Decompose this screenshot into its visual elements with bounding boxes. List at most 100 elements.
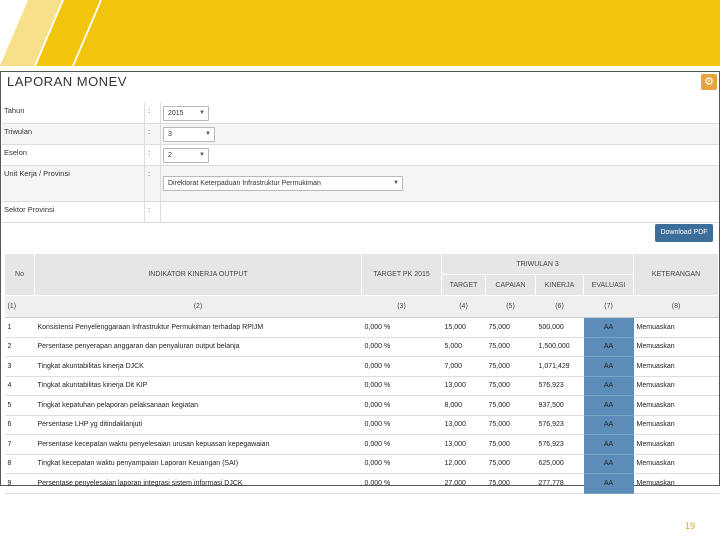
cell-keterangan: Memuaskan: [633, 473, 719, 494]
cell-evaluasi: AA: [583, 317, 634, 338]
tahun-select[interactable]: 2015 ▼: [163, 106, 209, 121]
cell-kinerja: 625,000: [535, 454, 584, 474]
cell-no: 1: [4, 317, 35, 338]
filter-row-eselon: Eselon : 2 ▼: [2, 145, 719, 166]
cell-evaluasi: AA: [583, 434, 634, 455]
cell-keterangan: Memuaskan: [633, 395, 719, 416]
index-cell: (2): [34, 295, 362, 318]
cell-indikator: Persentase kecepatan waktu penyelesaian …: [34, 434, 362, 455]
cell-keterangan: Memuaskan: [633, 454, 719, 474]
cell-kinerja: 576,923: [535, 415, 584, 435]
cell-indikator: Persentase LHP yg ditindaklanjuti: [34, 415, 362, 435]
cell-kinerja: 500,000: [535, 317, 584, 338]
cell-indikator: Tingkat kecepatan waktu penyampaian Lapo…: [34, 454, 362, 474]
filter-colon: :: [148, 106, 151, 115]
index-cell: (7): [583, 295, 634, 318]
cell-target: 12,000: [441, 454, 486, 474]
cell-target-pk: 0,000 %: [361, 415, 442, 435]
cell-target-pk: 0,000 %: [361, 454, 442, 474]
index-cell: (1): [4, 295, 35, 318]
table-row: 2 Persentase penyerapan anggaran dan peny…: [4, 337, 719, 357]
gear-icon[interactable]: ⚙: [701, 74, 717, 90]
cell-keterangan: Memuaskan: [633, 317, 719, 338]
cell-no: 6: [4, 415, 35, 435]
table-row: 3 Tingkat akuntabilitas kinerja DJCK 0,000…: [4, 356, 719, 377]
cell-evaluasi: AA: [583, 356, 634, 377]
header-keterangan: KETERANGAN: [633, 253, 720, 296]
unit-kerja-select[interactable]: Direktorat Keterpaduan Infrastruktur Per…: [163, 176, 403, 191]
filter-row-unit-kerja: Unit Kerja / Provinsi : Direktorat Keter…: [2, 166, 719, 202]
header-capaian: CAPAIAN: [485, 274, 536, 296]
cell-evaluasi: AA: [583, 376, 634, 396]
eselon-select[interactable]: 2 ▼: [163, 148, 209, 163]
chevron-down-icon: ▼: [393, 180, 399, 186]
table-row: 5 Tingkat kepatuhan pelaporan pelaksanaan…: [4, 395, 719, 416]
cell-keterangan: Memuaskan: [633, 415, 719, 435]
index-cell: (6): [535, 295, 584, 318]
cell-evaluasi: AA: [583, 337, 634, 357]
header-no: No: [4, 253, 35, 296]
cell-capaian: 75,000: [485, 317, 536, 338]
unit-kerja-select-value: Direktorat Keterpaduan Infrastruktur Per…: [168, 180, 321, 187]
table-row: 7 Persentase kecepatan waktu penyelesaian…: [4, 434, 719, 455]
index-cell: (3): [361, 295, 442, 318]
cell-no: 5: [4, 395, 35, 416]
slide-page-number: 19: [685, 521, 696, 531]
cell-kinerja: 937,500: [535, 395, 584, 416]
table-row: 9 Persentase penyelesaian laporan integra…: [4, 473, 719, 494]
table-row: 8 Tingkat kecepatan waktu penyampaian Lap…: [4, 454, 719, 474]
cell-evaluasi: AA: [583, 395, 634, 416]
filter-colon: :: [148, 205, 151, 214]
triwulan-select-value: 3: [168, 131, 172, 138]
filter-label: Unit Kerja / Provinsi: [4, 169, 70, 178]
cell-evaluasi: AA: [583, 454, 634, 474]
triwulan-select[interactable]: 3 ▼: [163, 127, 215, 142]
cell-target-pk: 0,000 %: [361, 376, 442, 396]
index-cell: (4): [441, 295, 486, 318]
header-kinerja: KINERJA: [535, 274, 584, 296]
table-row: 6 Persentase LHP yg ditindaklanjuti 0,000 …: [4, 415, 719, 435]
chevron-down-icon: ▼: [199, 152, 205, 158]
cell-target-pk: 0,000 %: [361, 434, 442, 455]
cell-target: 7,000: [441, 356, 486, 377]
filter-row-triwulan: Triwulan : 3 ▼: [2, 124, 719, 145]
cell-no: 8: [4, 454, 35, 474]
cell-capaian: 75,000: [485, 434, 536, 455]
cell-capaian: 75,000: [485, 415, 536, 435]
table-row: 1 Konsistensi Penyelenggaraan Infrastrukt…: [4, 317, 719, 338]
cell-keterangan: Memuaskan: [633, 337, 719, 357]
cell-capaian: 75,000: [485, 337, 536, 357]
filter-colon: :: [148, 169, 151, 178]
cell-capaian: 75,000: [485, 395, 536, 416]
app-window: LAPORAN MONEV ⚙ Tahun : 2015 ▼ Triwulan …: [0, 71, 720, 494]
cell-keterangan: Memuaskan: [633, 434, 719, 455]
cell-target: 5,000: [441, 337, 486, 357]
cell-kinerja: 1,500,000: [535, 337, 584, 357]
cell-target: 27,000: [441, 473, 486, 494]
chevron-down-icon: ▼: [205, 131, 211, 137]
cell-target-pk: 0,000 %: [361, 317, 442, 338]
cell-target-pk: 0,000 %: [361, 473, 442, 494]
header-target: TARGET: [441, 274, 486, 296]
cell-capaian: 75,000: [485, 376, 536, 396]
decorative-banner: [0, 0, 720, 66]
cell-target: 8,000: [441, 395, 486, 416]
chevron-down-icon: ▼: [199, 110, 205, 116]
header-evaluasi: EVALUASI: [582, 274, 635, 296]
cell-indikator: Konsistensi Penyelenggaraan Infrastruktu…: [34, 317, 362, 338]
index-cell: (8): [633, 295, 719, 318]
cell-capaian: 75,000: [485, 473, 536, 494]
filter-row-tahun: Tahun : 2015 ▼: [2, 103, 719, 124]
cell-no: 3: [4, 356, 35, 377]
cell-target-pk: 0,000 %: [361, 337, 442, 357]
header-target-pk: TARGET PK 2015: [361, 253, 442, 296]
cell-indikator: Persentase penyerapan anggaran dan penya…: [34, 337, 362, 357]
filter-form: Tahun : 2015 ▼ Triwulan : 3 ▼ Eselon : 2…: [2, 103, 719, 223]
filter-colon: :: [148, 148, 151, 157]
cell-capaian: 75,000: [485, 356, 536, 377]
cell-kinerja: 576,923: [535, 376, 584, 396]
cell-indikator: Tingkat akuntabilitas kinerja DJCK: [34, 356, 362, 377]
download-pdf-button[interactable]: Download PDF: [655, 224, 713, 242]
cell-target-pk: 0,000 %: [361, 395, 442, 416]
page-title: LAPORAN MONEV: [7, 74, 127, 89]
